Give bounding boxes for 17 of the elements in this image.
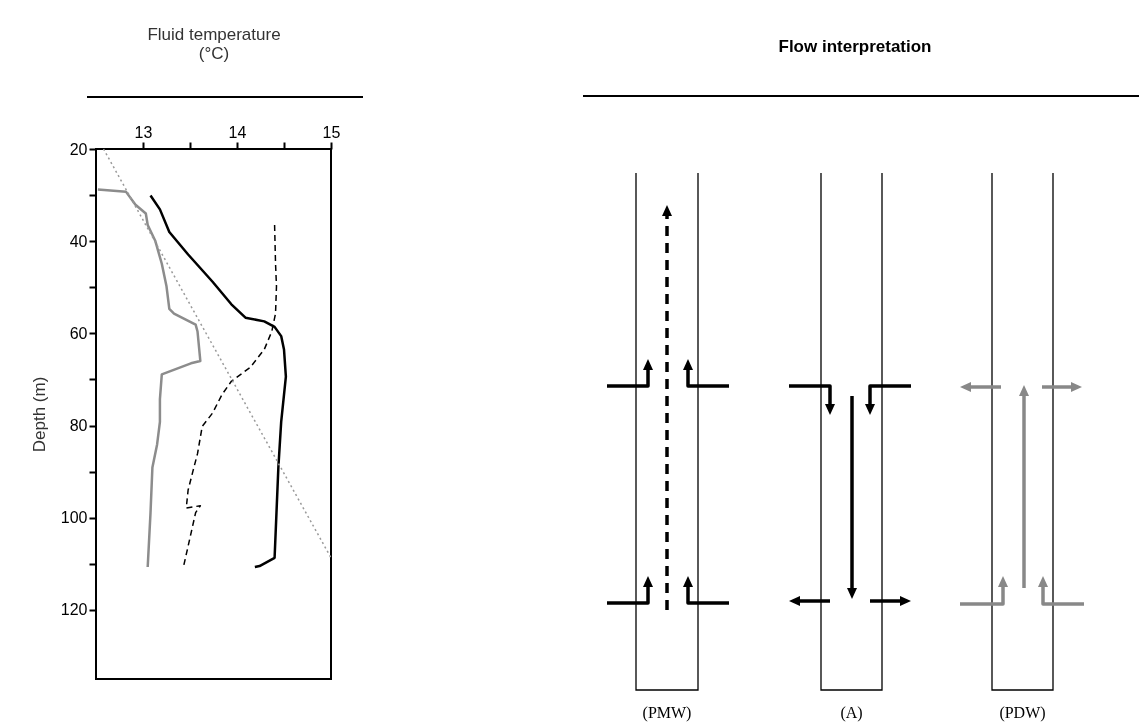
- y-tick-label: 40: [69, 232, 88, 250]
- x-tick-label: 13: [134, 123, 153, 141]
- text: Flow interpretation: [778, 37, 932, 56]
- y-tick-label: 20: [69, 140, 88, 158]
- y-tick-label: 60: [69, 324, 88, 342]
- x-axis-title: Fluid temperature (°C): [147, 24, 281, 63]
- line-series: [96, 188, 202, 569]
- x-tick-label: 15: [322, 123, 341, 141]
- text: (PMW): [642, 704, 692, 722]
- text: (A): [840, 704, 863, 722]
- x-tick-label: 14: [228, 123, 247, 141]
- text: (PDW): [999, 704, 1046, 722]
- y-axis-title: Depth (m): [29, 376, 49, 453]
- y-tick-label: 100: [60, 509, 88, 527]
- y-tick-label: 80: [69, 417, 88, 435]
- y-tick-label: 120: [60, 601, 88, 619]
- line-series: [149, 194, 288, 569]
